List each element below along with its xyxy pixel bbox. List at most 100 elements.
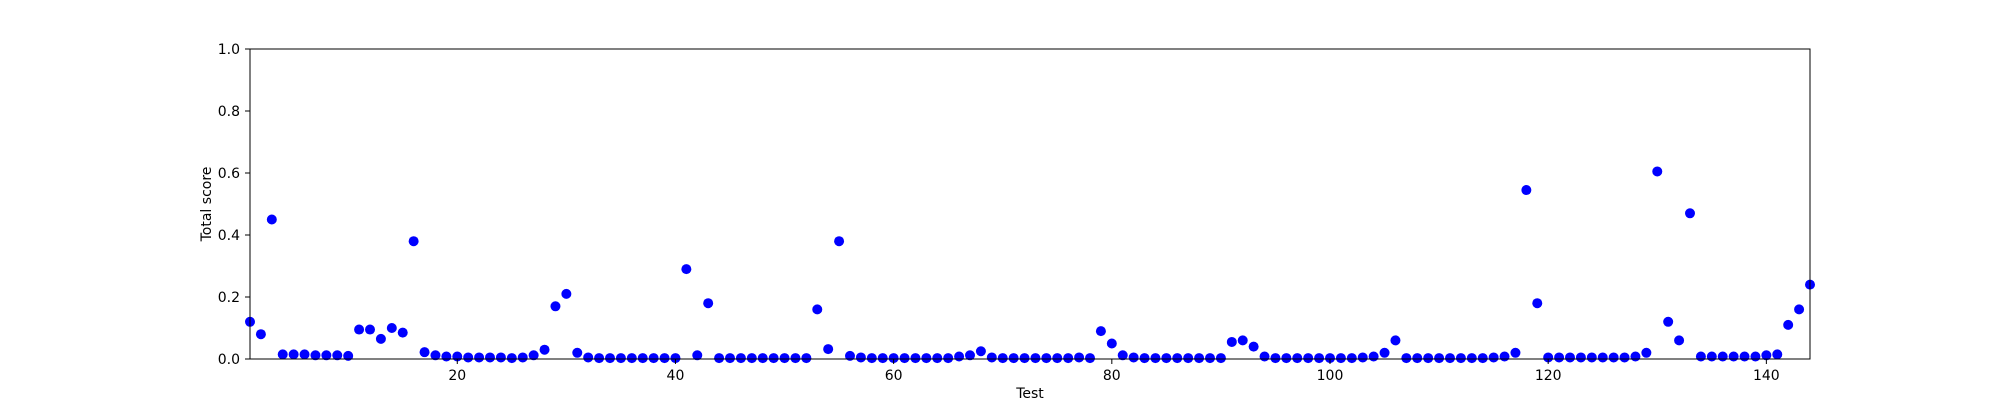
data-point [1663,316,1674,327]
data-point [1772,349,1783,360]
data-point [583,352,594,363]
data-points [245,166,1815,364]
y-tick-label: 0.4 [218,228,240,244]
data-point [637,353,648,364]
data-point [1695,351,1706,362]
data-point [1674,335,1685,346]
data-point [1063,353,1074,364]
data-point [1521,185,1532,196]
data-point [823,344,834,355]
data-point [1030,353,1041,364]
x-tick-label: 60 [885,368,903,384]
data-point [1117,350,1128,361]
data-point [1259,351,1270,362]
data-point [1434,353,1445,364]
x-tick-label: 120 [1535,368,1562,384]
data-point [725,353,735,364]
data-point [365,324,375,335]
data-point [1783,319,1794,330]
x-axis-label: Test [1015,386,1044,400]
data-point [1455,353,1466,364]
data-point [528,350,539,361]
data-point [517,352,528,363]
data-point [615,353,626,364]
data-point [1608,352,1619,363]
data-point [1554,352,1565,363]
data-point [321,350,332,361]
data-point [1379,347,1390,358]
data-point [1794,304,1805,315]
y-tick-label: 0.0 [218,352,240,368]
data-point [1052,353,1063,364]
data-point [746,353,757,364]
y-tick-label: 1.0 [218,42,240,58]
data-point [1161,353,1172,364]
data-point [1194,353,1205,364]
data-point [692,350,703,361]
data-point [419,347,430,358]
data-point [1532,298,1543,309]
data-point [1314,353,1325,364]
y-tick-label: 0.6 [218,166,240,182]
data-point [1510,347,1521,358]
data-point [572,347,583,358]
data-point [735,353,746,364]
data-point [343,350,354,361]
data-point [1488,352,1499,363]
data-point [779,353,790,364]
data-point [1325,353,1335,364]
data-point [1401,353,1412,364]
data-point [1215,353,1226,364]
data-point [495,352,506,363]
data-point [1739,351,1750,362]
data-point [1095,326,1106,337]
data-point [1106,338,1117,349]
data-point [1368,351,1379,362]
y-tick-label: 0.8 [218,104,240,120]
data-point [1150,353,1161,364]
data-point [714,353,725,364]
x-axis-ticks: 20 40 60 80 100 120 140 [448,359,1780,384]
data-point [910,353,921,364]
data-point [1630,351,1641,362]
data-point [1717,351,1728,362]
x-tick-label: 80 [1103,368,1121,384]
x-tick-label: 100 [1317,368,1344,384]
data-point [899,353,910,364]
data-point [1041,353,1052,364]
data-point [757,353,768,364]
y-axis-label: Total score [199,167,215,243]
data-point [1270,353,1281,364]
data-point [1466,353,1477,364]
data-point [1183,353,1194,364]
data-point [1357,352,1368,363]
data-point [485,352,495,363]
x-tick-label: 140 [1753,368,1780,384]
data-point [626,353,637,364]
data-point [561,288,572,299]
data-point [1761,350,1772,361]
data-point [299,349,310,360]
data-point [605,353,615,364]
data-point [1008,353,1019,364]
data-point [506,353,517,364]
data-point [790,353,801,364]
data-point [1565,352,1575,363]
x-tick-label: 40 [667,368,685,384]
data-point [266,214,277,225]
data-point [855,352,866,363]
data-point [474,352,485,363]
data-point [975,346,986,357]
data-point [1412,353,1423,364]
data-point [1706,351,1717,362]
data-point [921,353,932,364]
data-point [1139,353,1150,364]
data-point [1172,353,1183,364]
data-point [277,349,288,360]
data-point [703,298,714,309]
data-point [1423,353,1434,364]
data-point [648,353,659,364]
data-point [1248,341,1259,352]
